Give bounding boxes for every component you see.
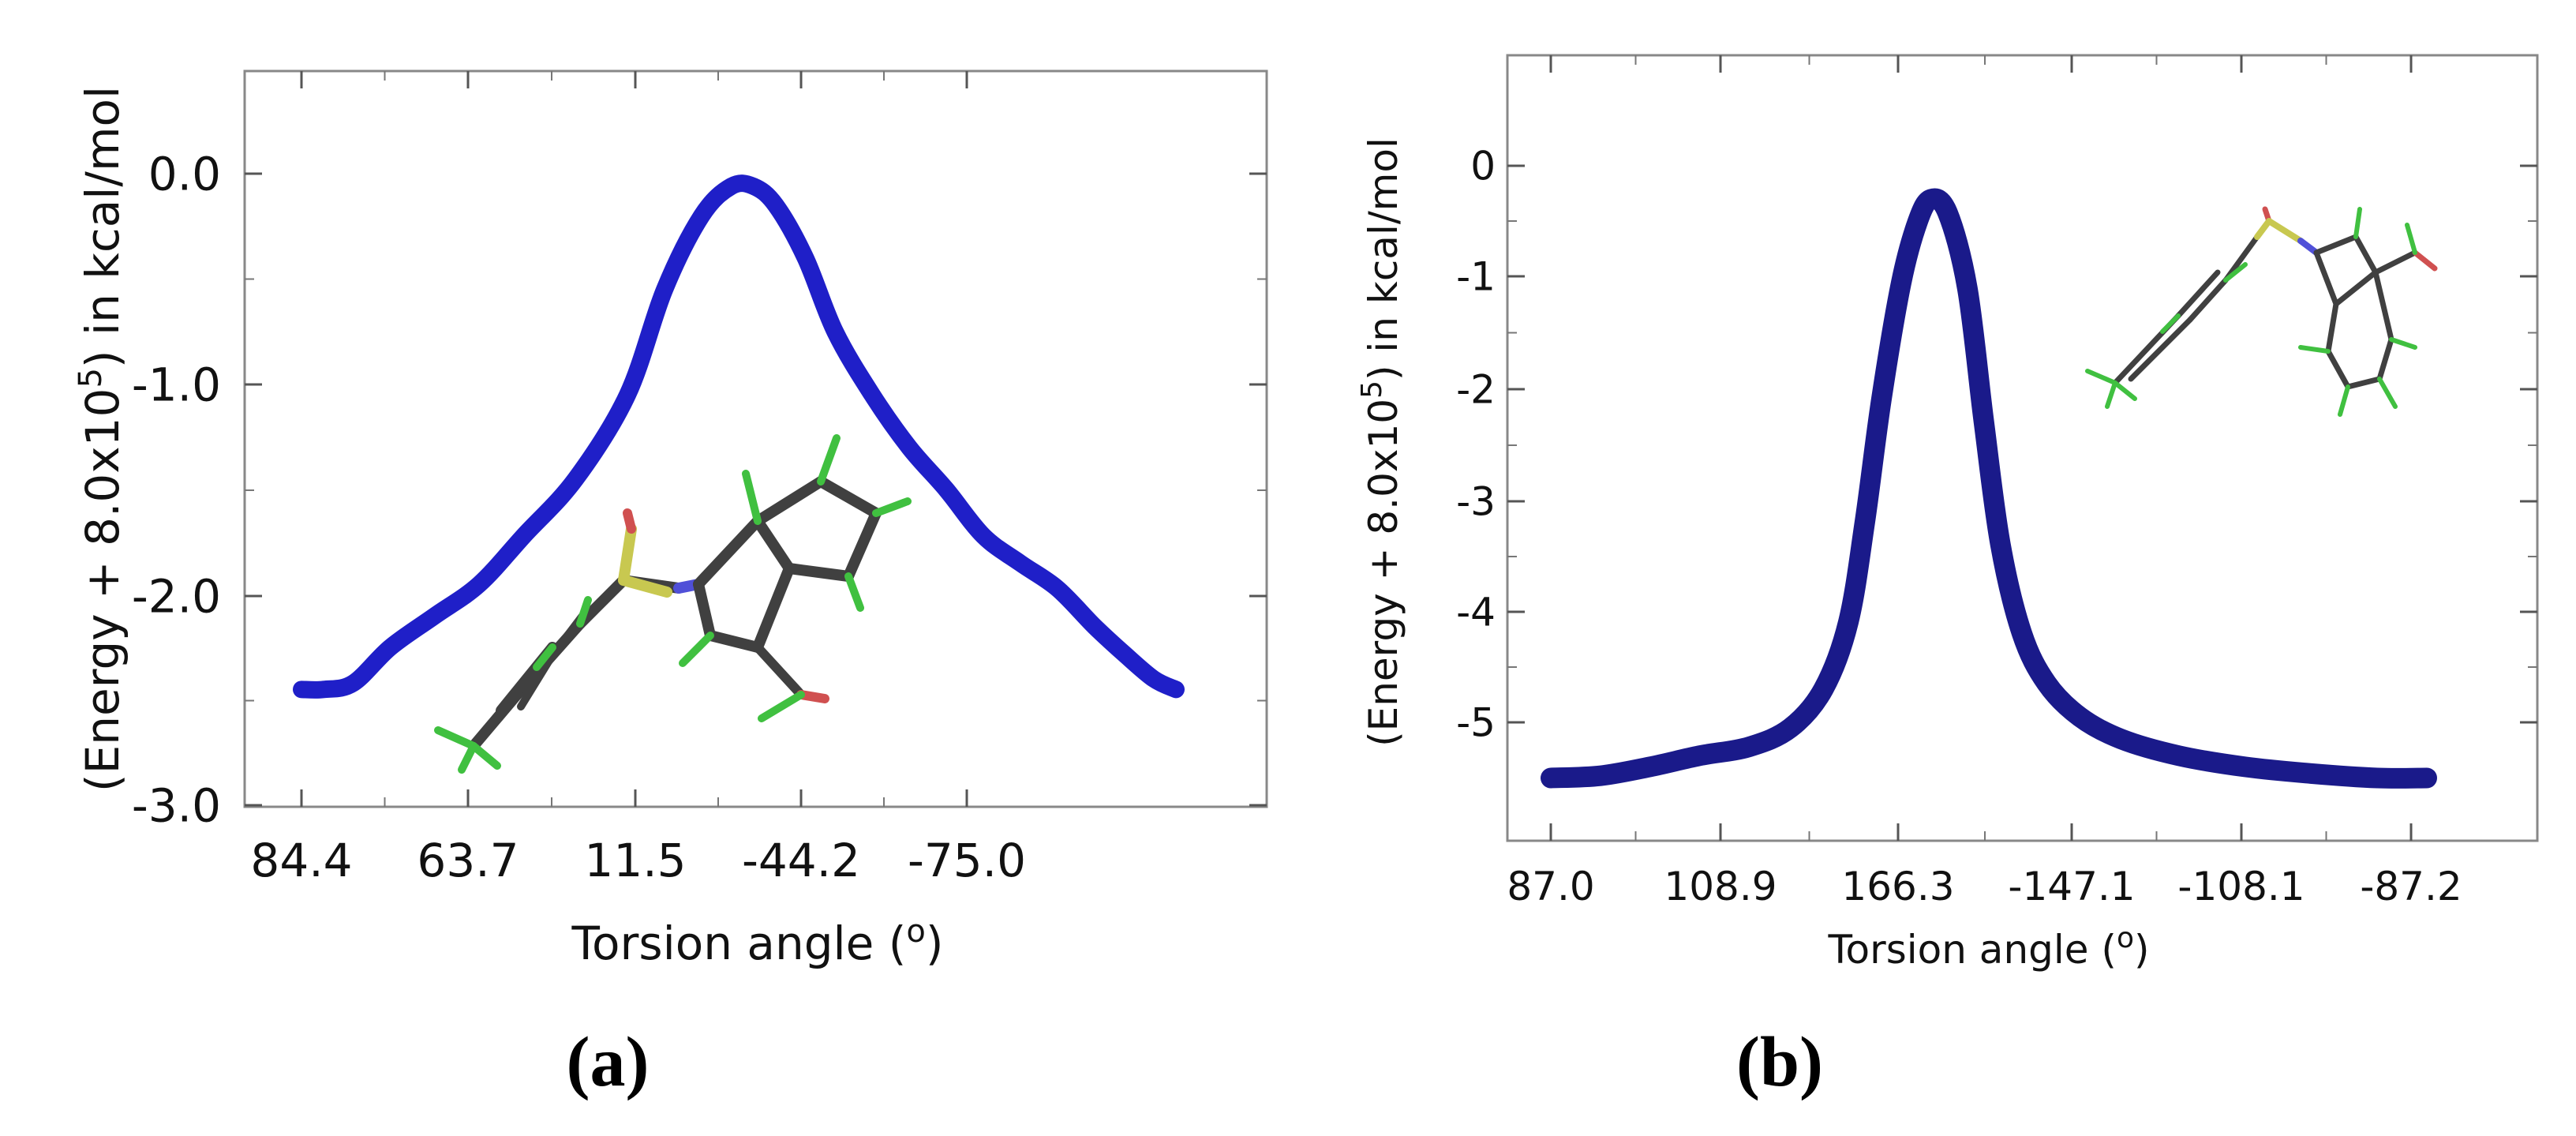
x-tick-label: 108.9 [1664, 864, 1777, 909]
panel-a-energy-curve [293, 174, 1185, 699]
panel-b-y-axis-title: (Energy + 8.0x105) in kcal/mol [1356, 137, 1406, 747]
x-tick-label: 63.7 [417, 834, 519, 887]
panel-a-y-tick-labels: -3.0 -2.0 -1.0 0.0 [132, 147, 221, 832]
panel-b-y-tick-labels: -5 -4 -3 -2 -1 0 [1456, 144, 1496, 746]
y-tick-label: -5 [1456, 700, 1496, 746]
y-tick-label: -3 [1456, 479, 1496, 525]
y-tick-label: -1 [1456, 254, 1496, 300]
panel-a-x-axis-title: Torsion angle (o) [571, 913, 943, 970]
panel-b-x-tick-labels: 87.0 108.9 166.3 -147.1 -108.1 -87.2 [1507, 864, 2462, 909]
x-tick-label: 11.5 [584, 834, 686, 887]
y-tick-label: -2 [1456, 367, 1496, 413]
panel-b-energy-curve [1541, 188, 2437, 789]
y-tick-label: 0.0 [148, 147, 221, 201]
y-tick-label: 0 [1470, 144, 1496, 189]
x-tick-label: -108.1 [2177, 864, 2305, 909]
x-tick-label: 84.4 [250, 834, 352, 887]
y-tick-label: -2.0 [132, 569, 221, 623]
x-tick-label: 166.3 [1841, 864, 1954, 909]
x-tick-label: -75.0 [908, 834, 1026, 887]
panel-a-ticks [245, 71, 1267, 807]
panel-a: -3.0 -2.0 -1.0 0.0 84.4 63.7 11.5 -44.2 -75.0 [73, 69, 1268, 1101]
x-tick-label: -44.2 [742, 834, 860, 887]
x-tick-label: 87.0 [1507, 864, 1594, 909]
panel-b-label: (b) [1736, 1023, 1823, 1101]
y-tick-label: -4 [1456, 590, 1496, 635]
panel-b: -5 -4 -3 -2 -1 0 87.0 108.9 166.3 -147.1 -108.1 -8… [1356, 54, 2539, 1101]
panel-b-molecule-inset [2085, 206, 2438, 417]
panel-b-x-axis-title: Torsion angle (o) [1828, 922, 2150, 973]
y-tick-label: -1.0 [132, 358, 221, 411]
panel-a-plot-frame [243, 69, 1268, 808]
y-tick-label: -3.0 [132, 778, 221, 832]
x-tick-label: -147.1 [2008, 864, 2135, 909]
panel-a-y-axis-title: (Energy + 8.0x105) in kcal/mol [73, 86, 129, 792]
x-tick-label: -87.2 [2360, 864, 2462, 909]
panel-a-x-tick-labels: 84.4 63.7 11.5 -44.2 -75.0 [250, 834, 1026, 887]
panel-a-label: (a) [567, 1023, 650, 1101]
panel-a-molecule-inset [434, 434, 912, 774]
panel-b-plot-frame [1506, 54, 2539, 842]
panel-b-ticks [1507, 55, 2537, 841]
